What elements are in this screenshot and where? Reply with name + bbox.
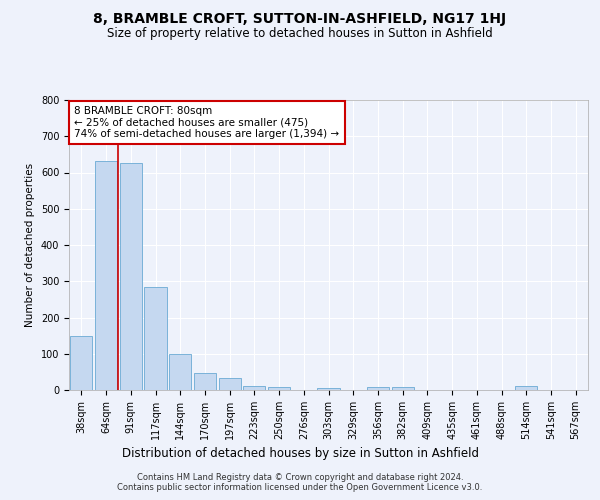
Bar (194, 373, 216, 390)
Text: 8, BRAMBLE CROFT, SUTTON-IN-ASHFIELD, NG17 1HJ: 8, BRAMBLE CROFT, SUTTON-IN-ASHFIELD, NG… (94, 12, 506, 26)
Text: Size of property relative to detached houses in Sutton in Ashfield: Size of property relative to detached ho… (107, 28, 493, 40)
Bar (95, 161, 117, 390)
Text: Contains HM Land Registry data © Crown copyright and database right 2024.
Contai: Contains HM Land Registry data © Crown c… (118, 472, 482, 492)
Bar (515, 386, 538, 390)
Bar (392, 388, 414, 390)
Y-axis label: Number of detached properties: Number of detached properties (25, 163, 35, 327)
Bar (169, 354, 191, 390)
Bar (243, 386, 265, 390)
Bar (268, 387, 290, 390)
Bar (317, 388, 340, 390)
Bar (367, 388, 389, 390)
Bar (218, 378, 241, 390)
Text: 8 BRAMBLE CROFT: 80sqm
← 25% of detached houses are smaller (475)
74% of semi-de: 8 BRAMBLE CROFT: 80sqm ← 25% of detached… (74, 106, 340, 139)
Text: Distribution of detached houses by size in Sutton in Ashfield: Distribution of detached houses by size … (121, 448, 479, 460)
Bar (70, 336, 92, 390)
Bar (119, 164, 142, 390)
Bar (145, 286, 167, 390)
